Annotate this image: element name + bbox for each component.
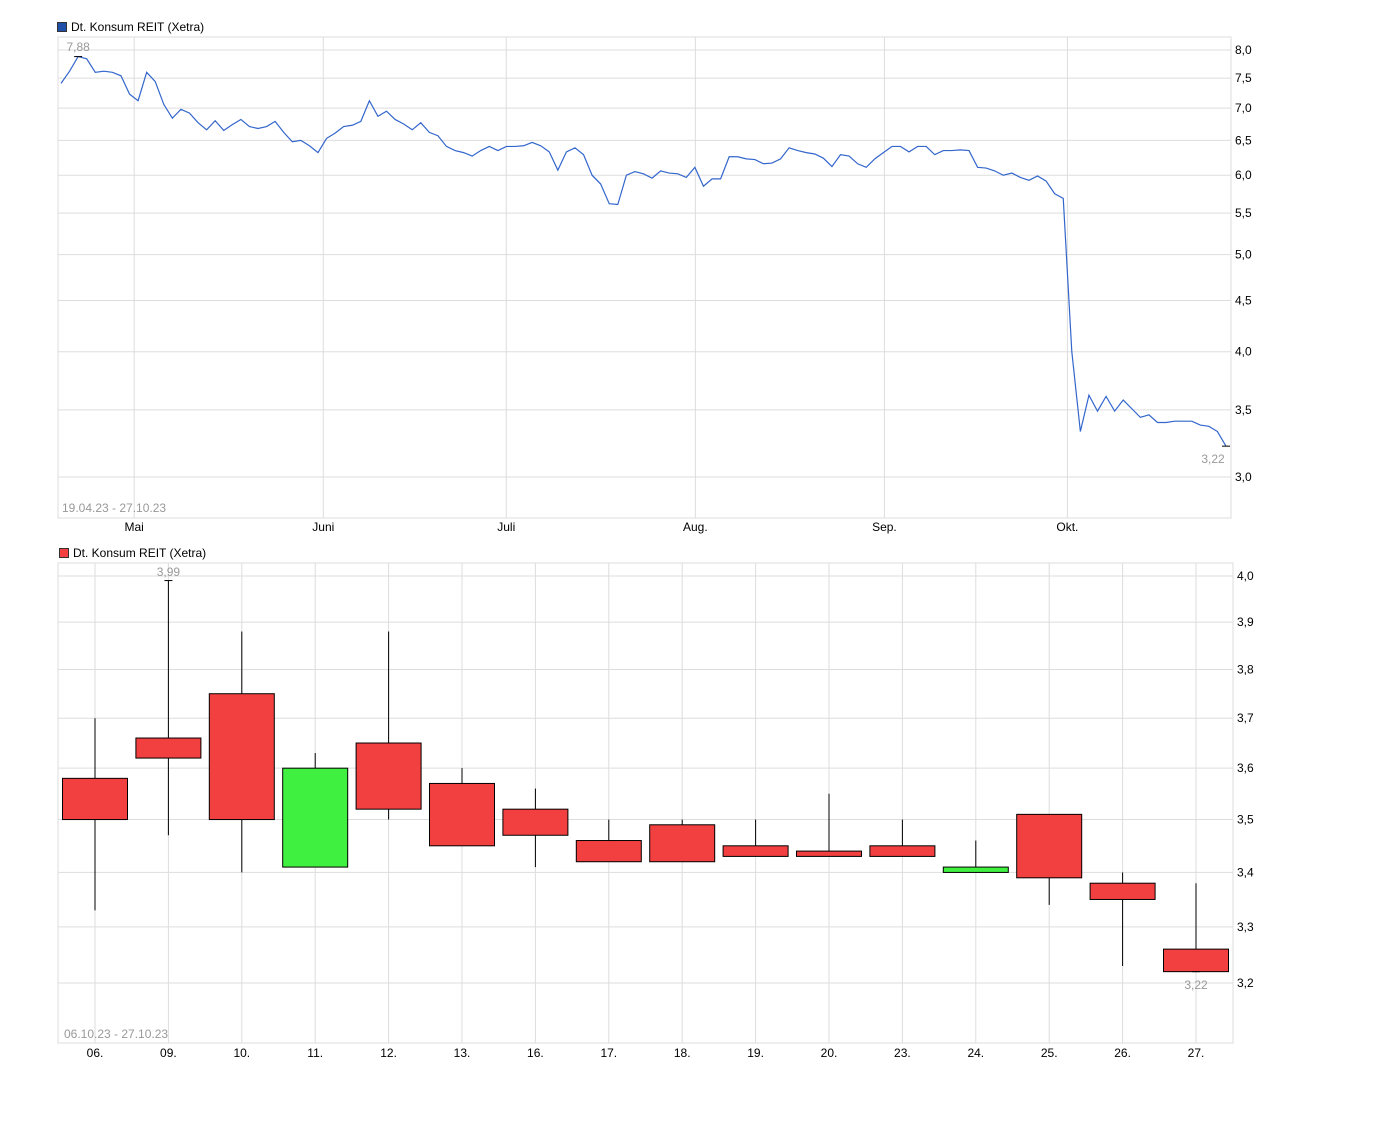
y-tick-label: 3,5 [1235, 403, 1252, 417]
y-tick-label: 3,8 [1237, 663, 1254, 677]
x-tick-label: 16. [527, 1046, 544, 1060]
candle-body [502, 808, 569, 836]
x-tick-label: 18. [674, 1046, 691, 1060]
legend-bottom: Dt. Konsum REIT (Xetra) [59, 546, 206, 560]
y-tick-label: 3,2 [1237, 976, 1254, 990]
y-tick-label: 7,5 [1235, 71, 1252, 85]
y-tick-label: 8,0 [1235, 43, 1252, 57]
candle-body [722, 845, 789, 857]
last-label: 3,22 [1201, 452, 1225, 466]
price-line [60, 55, 1227, 447]
x-tick-label: 25. [1041, 1046, 1058, 1060]
y-tick-label: 6,5 [1235, 133, 1252, 147]
legend-swatch [59, 548, 69, 558]
candle-body [796, 850, 862, 857]
x-tick-label: 10. [233, 1046, 250, 1060]
range-label: 19.04.23 - 27.10.23 [62, 501, 166, 515]
x-tick-label: Mai [125, 520, 144, 534]
range-label: 06.10.23 - 27.10.23 [64, 1027, 168, 1041]
x-tick-label: 19. [747, 1046, 764, 1060]
y-tick-label: 3,3 [1237, 920, 1254, 934]
x-tick-label: 24. [967, 1046, 984, 1060]
y-tick-label: 4,0 [1237, 569, 1254, 583]
x-tick-label: 26. [1114, 1046, 1131, 1060]
x-tick-label: Okt. [1056, 520, 1078, 534]
x-tick-label: 12. [380, 1046, 397, 1060]
x-tick-label: 17. [600, 1046, 617, 1060]
x-tick-label: Juli [497, 520, 515, 534]
y-tick-label: 3,9 [1237, 615, 1254, 629]
x-tick-label: 06. [87, 1046, 104, 1060]
candle-body [429, 782, 495, 847]
y-tick-label: 4,5 [1235, 293, 1252, 307]
candle-body [1163, 948, 1229, 973]
x-tick-label: Aug. [683, 520, 708, 534]
candle-body [1089, 882, 1156, 900]
x-tick-label: 13. [454, 1046, 471, 1060]
candle-body [62, 777, 128, 821]
x-tick-label: 20. [821, 1046, 838, 1060]
x-tick-label: 11. [307, 1046, 323, 1060]
x-tick-label: Sep. [872, 520, 897, 534]
y-tick-label: 3,0 [1235, 470, 1252, 484]
x-tick-label: 27. [1188, 1046, 1205, 1060]
y-tick-label: 3,4 [1237, 865, 1254, 879]
x-tick-label: Juni [312, 520, 334, 534]
y-tick-label: 6,0 [1235, 168, 1252, 182]
legend-label: Dt. Konsum REIT (Xetra) [71, 20, 205, 34]
candle-body [942, 866, 1009, 873]
y-tick-label: 3,5 [1237, 813, 1254, 827]
candle-body [1016, 813, 1083, 879]
y-tick-label: 4,0 [1235, 345, 1252, 359]
min-label: 3,22 [1184, 978, 1208, 992]
candle-body [208, 693, 275, 821]
legend-swatch [57, 22, 67, 32]
candle-body [869, 845, 936, 857]
y-tick-label: 5,5 [1235, 206, 1252, 220]
plot-area-top [57, 36, 1232, 519]
x-tick-label: 23. [894, 1046, 911, 1060]
legend-top: Dt. Konsum REIT (Xetra) [57, 20, 204, 34]
candle-body [649, 824, 716, 863]
candle-body [135, 737, 202, 759]
max-label: 7,88 [66, 40, 90, 54]
y-tick-label: 3,6 [1237, 761, 1254, 775]
candle-body [355, 742, 422, 810]
candle-body [575, 840, 642, 863]
y-tick-label: 3,7 [1237, 711, 1254, 725]
y-tick-label: 7,0 [1235, 101, 1252, 115]
legend-label: Dt. Konsum REIT (Xetra) [73, 546, 207, 560]
y-tick-label: 5,0 [1235, 248, 1252, 262]
max-label: 3,99 [157, 565, 181, 579]
candle-body [282, 767, 349, 868]
x-tick-label: 09. [160, 1046, 177, 1060]
